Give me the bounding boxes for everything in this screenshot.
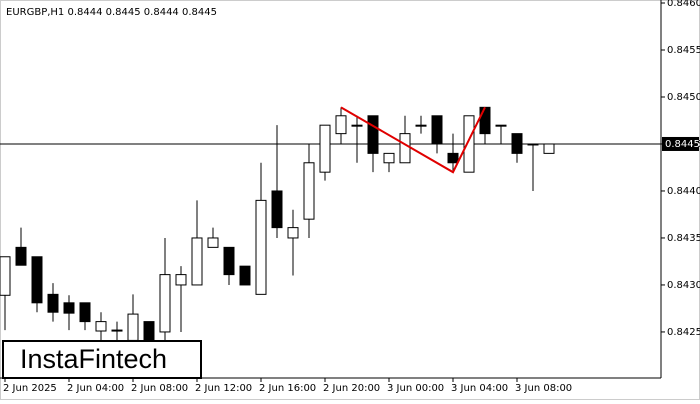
candle-body [143, 321, 155, 341]
candle-body [463, 115, 475, 173]
y-tick-label: 0.8455 [667, 45, 700, 56]
candle-body [15, 246, 27, 266]
candle-body [175, 274, 187, 286]
y-tick-label: 0.8425 [667, 327, 700, 338]
logo: InstaFintech [20, 344, 167, 374]
candle-body [63, 302, 75, 314]
candle-body [79, 302, 91, 323]
candle-body [31, 256, 43, 304]
candle-body [399, 133, 411, 164]
x-tick-label: 2 Jun 04:00 [67, 383, 124, 394]
x-tick-label: 3 Jun 00:00 [387, 383, 444, 394]
candle-body [239, 265, 251, 286]
candle-body [47, 293, 59, 313]
candle-body [335, 115, 347, 135]
x-tick-label: 2 Jun 12:00 [195, 383, 252, 394]
y-tick-label: 0.8450 [667, 92, 700, 103]
candle-body [495, 124, 507, 127]
candle-body [255, 199, 267, 295]
candle-body [367, 115, 379, 154]
candle-body [479, 106, 491, 135]
candle-body [271, 190, 283, 229]
y-tick-label: 0.8460 [667, 0, 700, 9]
x-tick-label: 3 Jun 04:00 [451, 383, 508, 394]
candle-body [511, 133, 523, 154]
y-tick-label: 0.8440 [667, 186, 700, 197]
candle-body [95, 321, 107, 332]
candle-body [287, 227, 299, 239]
x-tick-label: 3 Jun 08:00 [515, 383, 572, 394]
x-tick-label: 2 Jun 2025 [3, 383, 57, 394]
candle-body [447, 152, 459, 164]
candle-body [303, 162, 315, 220]
chart-title: EURGBP,H1 0.8444 0.8445 0.8444 0.8445 [6, 7, 217, 18]
x-tick-label: 2 Jun 16:00 [259, 383, 316, 394]
current-price-box [662, 136, 699, 151]
candle-body [319, 124, 331, 173]
candle-body [383, 152, 395, 164]
y-tick-label: 0.8435 [667, 233, 700, 244]
candle-body [415, 124, 427, 127]
candle-body [191, 237, 203, 286]
y-tick-label: 0.8430 [667, 280, 700, 291]
candle-body [207, 237, 219, 248]
candle-body [111, 329, 123, 332]
candle-body [543, 143, 555, 154]
x-tick-label: 2 Jun 08:00 [131, 383, 188, 394]
logo-box [2, 340, 202, 379]
current-price-label: 0.8445 [665, 139, 700, 150]
candle-body [127, 313, 139, 341]
candle-body [527, 143, 539, 146]
candle-body [431, 115, 443, 145]
candle-body [223, 246, 235, 276]
candle-body [159, 274, 171, 333]
candle-body [0, 256, 11, 296]
x-tick-label: 2 Jun 20:00 [323, 383, 380, 394]
pattern-line [340, 106, 486, 174]
candle-body [351, 124, 363, 127]
